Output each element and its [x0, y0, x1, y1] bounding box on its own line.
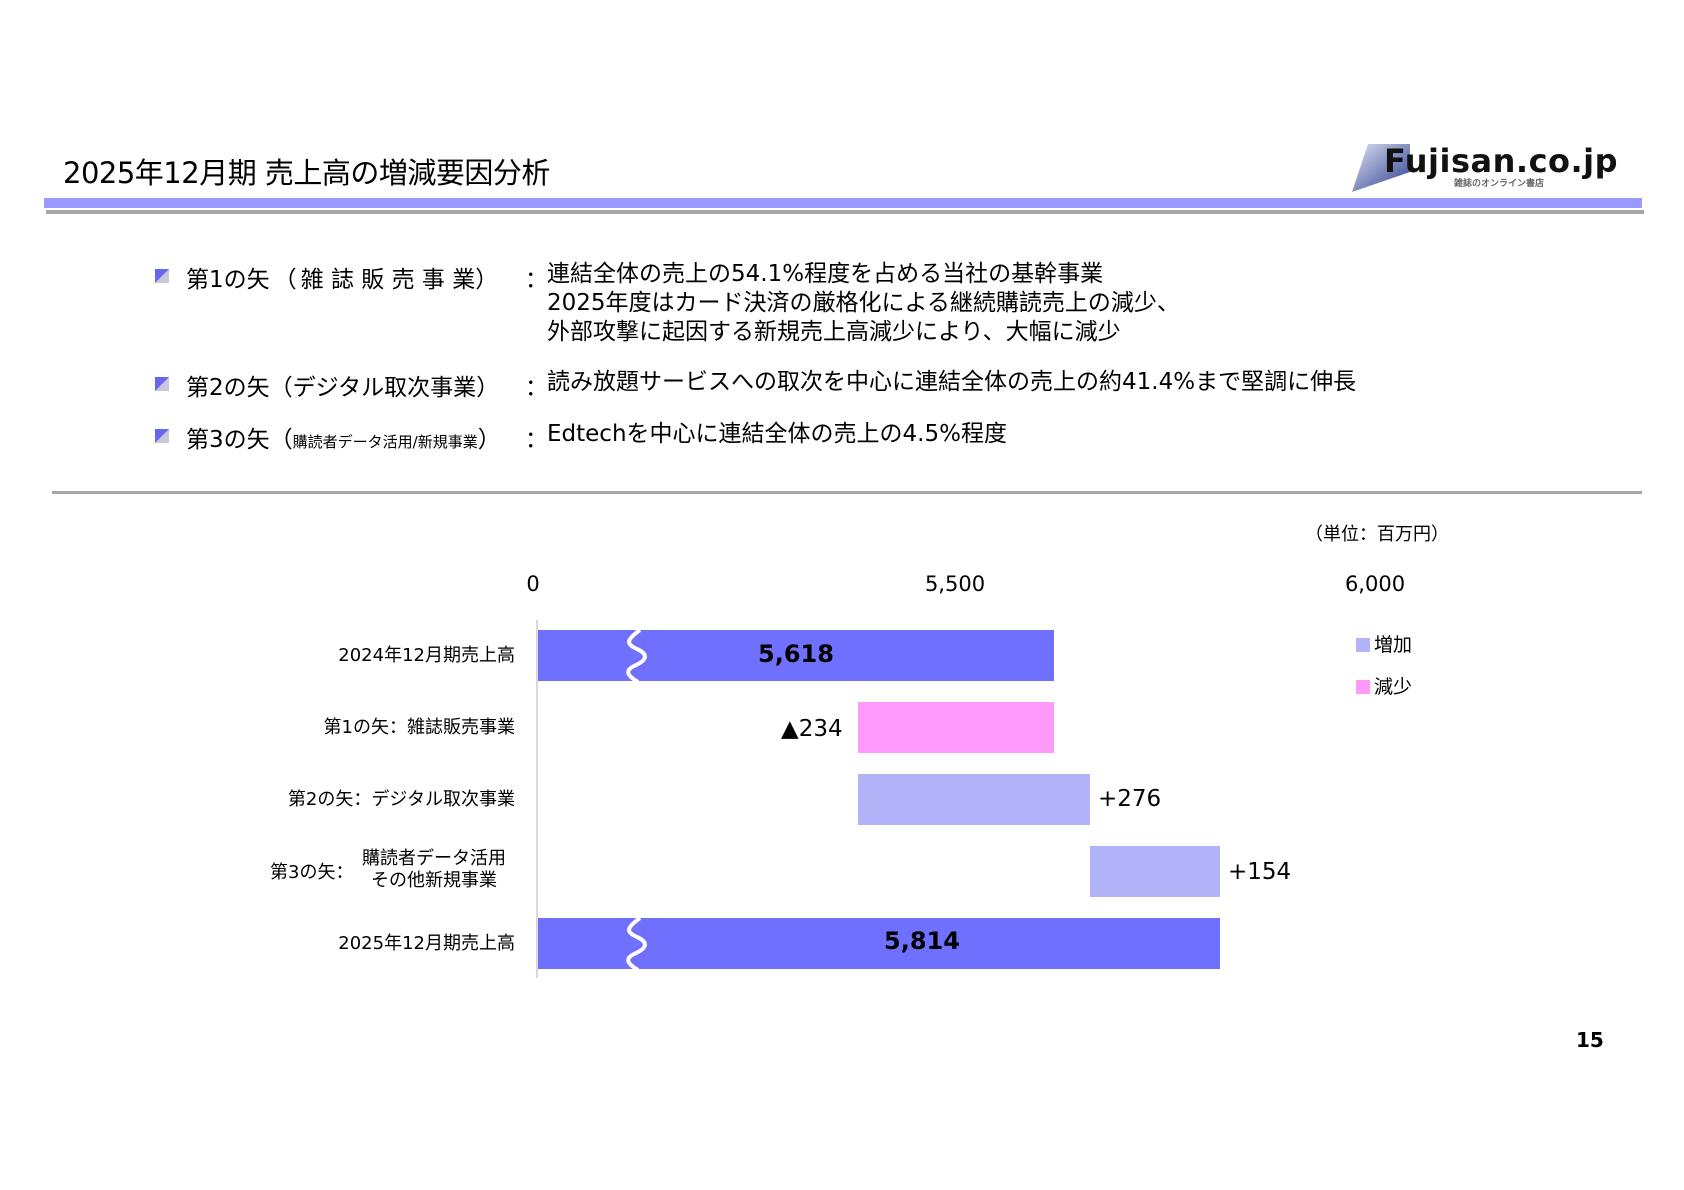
legend-label-increase: 増加 [1374, 634, 1413, 656]
legend-swatch-decrease [1356, 680, 1370, 694]
category-label-prefix: 第3の矢： [270, 862, 354, 883]
bullet-triangle-icon [155, 429, 169, 443]
bar-value-label: 5,618 [758, 640, 834, 668]
bullet-description: 読み放題サービスへの取次を中心に連結全体の売上の約41.4%まで堅調に伸長 [547, 369, 1357, 395]
bar-decrease-magazine [858, 702, 1054, 753]
bar-2025-total [538, 918, 1220, 970]
bullet-colon: ： [525, 375, 548, 401]
bar-increase-data-new [1090, 846, 1220, 897]
category-label: 第2の矢：デジタル取次事業 [287, 789, 515, 810]
axis-break-wave-icon [626, 630, 647, 682]
bullet-label: 第2の矢（デジタル取次事業） [186, 375, 500, 401]
bullet-colon: ： [525, 427, 548, 453]
mountain-logo-icon [1352, 144, 1410, 192]
bullet-label: 第1の矢（雑 誌 販 売 事 業） [186, 267, 499, 293]
bullet-colon: ： [525, 267, 548, 293]
company-logo: Fujisan.co.jp 雑誌のオンライン書店 [1350, 142, 1630, 196]
bullet-description: 連結全体の売上の54.1%程度を占める当社の基幹事業 2025年度はカード決済の… [547, 261, 1180, 345]
category-label-multiline: 購読者データ活用 その他新規事業 [362, 848, 506, 891]
bar-2024-total [538, 630, 1054, 682]
page-title: 2025年12月期 売上高の増減要因分析 [63, 156, 550, 190]
chart-unit-label: （単位：百万円） [1305, 524, 1449, 545]
bar-value-label: +154 [1228, 859, 1292, 885]
bar-value-label: +276 [1098, 786, 1162, 812]
legend-swatch-increase [1356, 638, 1370, 652]
bullet-label: 第3の矢（購読者データ活用/新規事業） [186, 427, 501, 453]
logo-text: Fujisan.co.jp [1384, 142, 1619, 180]
bullet-triangle-icon [155, 377, 169, 391]
page-number: 15 [1576, 1028, 1604, 1052]
category-label: 第1の矢：雑誌販売事業 [323, 717, 515, 738]
bar-increase-digital [858, 774, 1090, 825]
legend-label-decrease: 減少 [1374, 676, 1413, 698]
header-accent-bar [44, 198, 1642, 208]
bullet-description: Edtechを中心に連結全体の売上の4.5%程度 [547, 421, 1007, 447]
category-label: 2025年12月期売上高 [338, 933, 515, 954]
logo-subtext: 雑誌のオンライン書店 [1454, 179, 1545, 189]
axis-break-wave-icon [626, 918, 647, 970]
category-label: 2024年12月期売上高 [338, 645, 515, 666]
section-divider [52, 491, 1642, 494]
x-tick-label: 6,000 [1344, 572, 1406, 596]
header-rule [46, 210, 1644, 214]
bar-value-label: 5,814 [884, 927, 960, 955]
x-tick-label: 5,500 [924, 572, 986, 596]
y-axis-line [536, 620, 538, 978]
bar-value-label: ▲234 [781, 716, 843, 742]
x-tick-label: 0 [526, 572, 540, 596]
bullet-triangle-icon [155, 269, 169, 283]
